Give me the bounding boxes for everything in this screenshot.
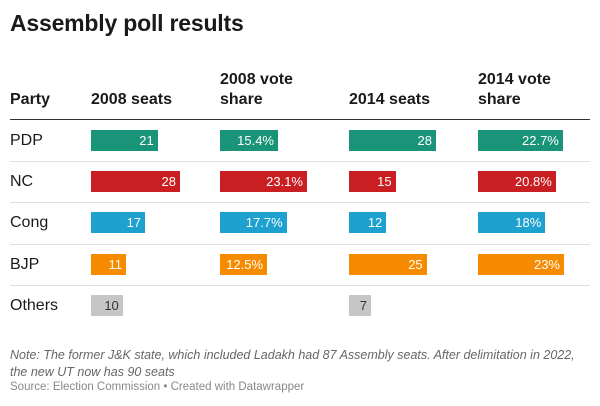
bar-pdp-share-2014: 22.7% (478, 130, 563, 151)
bar-value-label: 10 (104, 297, 119, 313)
bar-value-label: 20.8% (514, 174, 552, 190)
bar-bjp-share-2014: 23% (478, 253, 564, 275)
bar-others-seats-2008: 10 (91, 294, 123, 316)
bar-value-label: 22.7% (522, 133, 559, 148)
bar-value-label: 17 (126, 215, 142, 231)
bar-value-label: 15.4% (237, 133, 274, 148)
bar-cong-share-2014: 18% (478, 212, 546, 234)
bar-nc-seats-2008: 28 (91, 171, 180, 193)
bar-pdp-seats-2008: 21 (91, 130, 158, 151)
header-2014-seats: 2014 seats (349, 91, 430, 108)
header-2014-vote-share-line1: 2014 vote (478, 71, 551, 88)
party-label: NC (10, 173, 34, 191)
bar-value-label: 12 (367, 215, 383, 231)
bar-cong-seats-2014: 12 (349, 212, 387, 234)
party-label: Cong (10, 214, 49, 232)
bar-value-label: 18% (515, 215, 542, 231)
row-divider (10, 202, 590, 204)
bar-others-seats-2014: 7 (349, 294, 371, 316)
bar-value-label: 7 (359, 297, 367, 313)
bar-nc-share-2008: 23.1% (220, 171, 307, 193)
bar-value-label: 23% (533, 256, 560, 272)
header-2008-vote-share-line2: share (220, 91, 263, 108)
bar-value-label: 12.5% (226, 256, 264, 272)
chart-title: Assembly poll results (10, 10, 244, 36)
bar-value-label: 21 (139, 133, 154, 148)
bar-nc-share-2014: 20.8% (478, 171, 556, 193)
bar-value-label: 28 (161, 174, 176, 190)
row-divider (10, 243, 590, 245)
footnote: Note: The former J&K state, which includ… (10, 348, 575, 379)
header-2014-vote-share-line2: share (478, 91, 521, 108)
header-2008-vote-share-line1: 2008 vote (220, 71, 293, 88)
bar-cong-seats-2008: 17 (91, 212, 146, 234)
party-label: PDP (10, 132, 43, 149)
row-divider (10, 161, 590, 163)
bar-value-label: 15 (377, 174, 392, 190)
header-divider (10, 119, 590, 120)
bar-value-label: 25 (408, 256, 423, 272)
bar-value-label: 28 (417, 133, 432, 148)
bar-pdp-seats-2014: 28 (349, 130, 436, 151)
bar-value-label: 11 (108, 256, 122, 272)
source-credit: Source: Election Commission • Created wi… (10, 381, 305, 393)
bar-bjp-seats-2014: 25 (349, 253, 427, 275)
bar-cong-share-2008: 17.7% (220, 212, 287, 234)
bar-bjp-seats-2008: 11 (91, 253, 126, 275)
bar-nc-seats-2014: 15 (349, 171, 396, 193)
bar-value-label: 23.1% (266, 174, 303, 190)
header-party: Party (10, 91, 51, 108)
bar-value-label: 17.7% (245, 215, 283, 231)
row-divider (10, 284, 590, 286)
bar-bjp-share-2008: 12.5% (220, 253, 268, 275)
party-label: BJP (10, 255, 40, 273)
bar-pdp-share-2008: 15.4% (220, 130, 278, 151)
header-2008-seats: 2008 seats (91, 91, 172, 108)
party-label: Others (10, 296, 59, 314)
